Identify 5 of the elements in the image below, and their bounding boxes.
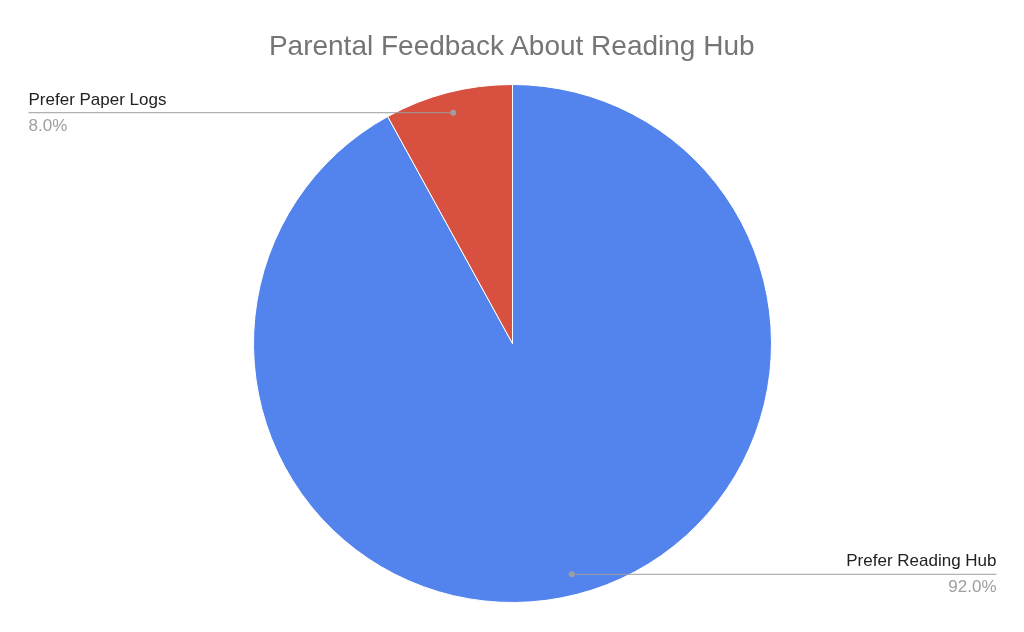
- chart-title: Parental Feedback About Reading Hub: [268, 30, 755, 61]
- slice-label: Prefer Paper Logs: [28, 89, 167, 109]
- data-label: 8.0%: [28, 115, 68, 135]
- data-label: 92.0%: [948, 577, 997, 597]
- slice-label: Prefer Reading Hub: [846, 551, 997, 571]
